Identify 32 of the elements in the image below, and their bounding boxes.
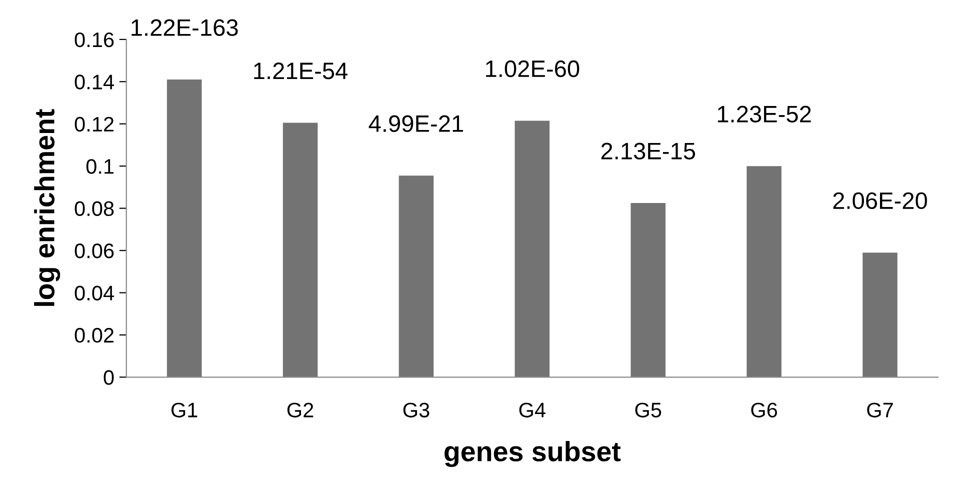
y-tick-label: 0.12 [74, 116, 114, 132]
y-tick-label: 0.1 [86, 159, 114, 174]
annotation: 2.13E-15 [601, 142, 696, 160]
y-tick-label: 0.14 [74, 74, 114, 90]
x-tick-label: G1 [171, 402, 198, 418]
annotation: 1.22E-163 [132, 19, 238, 36]
x-tick-label: G5 [635, 402, 662, 418]
y-tick-label: 0.16 [74, 32, 114, 48]
y-tick-label: 0.08 [74, 201, 114, 216]
y-tick-label: 0.02 [74, 328, 114, 343]
bar [398, 176, 434, 378]
x-tick-label: G3 [403, 402, 430, 418]
bar [282, 122, 318, 378]
annotation: 1.21E-54 [254, 62, 348, 80]
x-tick-label: G4 [519, 402, 546, 418]
bar [746, 166, 782, 378]
bar [862, 252, 898, 378]
bar [514, 120, 550, 378]
y-tick-label: 0.04 [74, 286, 114, 300]
annotation: 4.99E-21 [368, 115, 463, 132]
annotation: 1.23E-52 [718, 106, 811, 123]
bar [166, 80, 202, 378]
x-tick-label: G6 [751, 402, 778, 418]
x-tick-label: G7 [867, 402, 893, 418]
y-tick-label: 0.06 [74, 244, 114, 258]
annotation: 1.02E-60 [486, 60, 580, 78]
x-tick-label: G2 [287, 402, 314, 418]
annotation: 2.06E-20 [833, 192, 927, 210]
x-axis-title: genes subset [444, 441, 621, 468]
y-axis-title: log enrichment [34, 109, 60, 306]
y-tick-label: 0 [104, 370, 114, 385]
bar [630, 203, 666, 378]
